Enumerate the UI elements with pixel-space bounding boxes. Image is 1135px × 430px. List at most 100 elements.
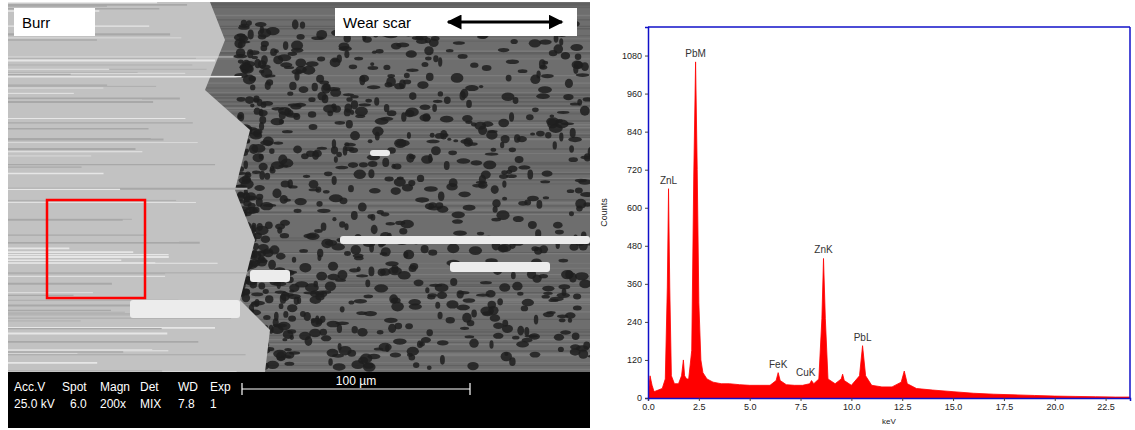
pit: [502, 180, 506, 187]
pit: [258, 29, 271, 38]
pit: [498, 119, 509, 127]
pit: [572, 333, 580, 341]
pit: [357, 328, 367, 337]
pit: [391, 302, 404, 312]
burr-streak: [8, 283, 112, 285]
x-tick-label: 5.0: [744, 402, 757, 412]
pit: [491, 218, 501, 222]
y-tick-label: 480: [627, 241, 642, 251]
pit: [423, 113, 431, 121]
pit: [258, 256, 264, 262]
pit: [251, 293, 263, 297]
burr-streak: [8, 328, 162, 329]
pit: [482, 311, 493, 316]
pit: [453, 139, 458, 142]
pit: [337, 270, 347, 280]
pit: [456, 305, 469, 311]
pit: [541, 74, 554, 78]
pit: [349, 300, 355, 304]
pit: [409, 155, 416, 160]
burr-streak: [8, 98, 180, 100]
pit: [279, 303, 284, 309]
pit: [534, 315, 538, 325]
pit: [261, 235, 270, 243]
y-tick-mark: [645, 56, 648, 57]
x-tick-label: 20.0: [1046, 402, 1064, 412]
info-value: 6.0: [70, 397, 87, 411]
pit: [233, 54, 247, 58]
pit: [417, 81, 428, 89]
pit: [406, 50, 417, 57]
pit: [471, 310, 477, 318]
info-header: Magn: [100, 380, 130, 394]
burr-streak: [8, 88, 103, 89]
burr-streak: [8, 219, 123, 221]
burr-streak: [8, 86, 156, 87]
pit: [249, 76, 256, 82]
pit: [349, 64, 357, 69]
burr-streak: [8, 122, 193, 123]
streak: [8, 88, 590, 89]
pit: [321, 335, 331, 341]
burr-streak: [8, 139, 164, 141]
pit: [580, 156, 590, 160]
pit: [308, 111, 316, 118]
pit: [375, 118, 389, 125]
pit: [542, 286, 554, 292]
pit: [580, 106, 590, 116]
pit: [306, 233, 319, 241]
burr-streak: [8, 60, 215, 62]
pit: [383, 65, 390, 70]
pit: [576, 73, 590, 77]
pit: [501, 352, 512, 362]
scale-end: [469, 383, 470, 395]
pit: [356, 274, 368, 277]
pit: [290, 335, 294, 340]
y-tick-mark: [645, 170, 648, 171]
pit: [309, 124, 318, 130]
pit: [472, 184, 485, 188]
pit: [559, 132, 563, 141]
pit: [294, 71, 299, 80]
region-label: Burr: [22, 14, 50, 31]
pit: [458, 54, 468, 59]
pit: [242, 294, 250, 303]
pit: [272, 189, 281, 199]
pit: [518, 69, 528, 73]
pit: [438, 57, 442, 66]
pit: [530, 352, 541, 358]
pit: [336, 152, 342, 158]
x-tick: 17.5: [996, 398, 1014, 412]
pit: [321, 239, 333, 249]
pit: [452, 211, 465, 218]
info-header: Det: [140, 380, 159, 394]
pit: [317, 255, 321, 261]
pit: [431, 36, 440, 41]
y-tick-label: 1080: [622, 51, 642, 61]
flake: [250, 270, 290, 282]
pit: [288, 103, 301, 106]
pit: [539, 39, 552, 44]
burr-streak: [8, 333, 167, 335]
x-axis: 0.02.55.07.510.012.515.017.520.022.5: [642, 398, 1130, 412]
pit: [417, 175, 424, 182]
pit: [299, 249, 308, 253]
burr-streak: [8, 263, 218, 264]
pit: [469, 246, 482, 255]
peak-label: CuK: [796, 367, 816, 378]
pit: [314, 229, 322, 233]
pit: [344, 251, 351, 256]
pit: [364, 311, 377, 316]
pit: [524, 200, 531, 206]
burr-streak: [8, 312, 125, 313]
burr-streak: [8, 295, 74, 296]
flake: [130, 300, 240, 318]
burr-streak: [8, 73, 185, 74]
pit: [261, 55, 268, 65]
y-axis: 01202403604806007208409601080: [622, 28, 649, 404]
peak-label: ZnL: [660, 175, 678, 186]
x-tick-mark: [750, 398, 751, 401]
pit: [405, 323, 413, 329]
pit: [393, 338, 407, 344]
pit: [529, 39, 541, 47]
